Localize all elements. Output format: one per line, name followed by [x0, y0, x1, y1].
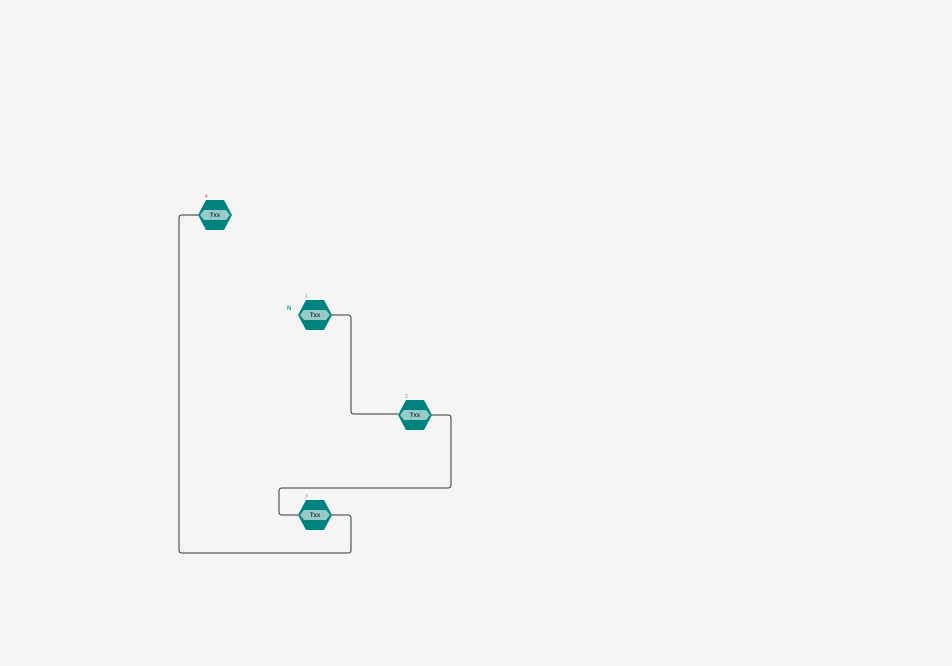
- hexagon-band: [400, 410, 430, 420]
- hexagon-band: [300, 510, 330, 520]
- hexagon-band: [200, 210, 230, 220]
- link-n2-n3: [278, 414, 452, 516]
- nodes-layer: Txx 1 Txx 2 Txx 3 Txx 4: [198, 194, 432, 530]
- node-label: Txx: [210, 213, 221, 219]
- link-n3-n4: [178, 214, 352, 554]
- node-label: Txx: [410, 413, 421, 419]
- link-n1-n2: [331, 314, 398, 415]
- node-index: 4: [205, 194, 208, 200]
- residue-node-n3[interactable]: Txx 3: [298, 494, 332, 530]
- links-layer: [178, 214, 452, 554]
- n-terminus-label: N: [287, 306, 291, 312]
- node-label: Txx: [310, 313, 321, 319]
- node-index: 3: [305, 494, 308, 500]
- residue-node-n4[interactable]: Txx 4: [198, 194, 232, 230]
- hexagon-band: [300, 310, 330, 320]
- node-index: 2: [405, 394, 408, 400]
- residue-node-n2[interactable]: Txx 2: [398, 394, 432, 430]
- node-label: Txx: [310, 513, 321, 519]
- node-index: 1: [305, 294, 308, 300]
- residue-node-n1[interactable]: Txx 1: [298, 294, 332, 330]
